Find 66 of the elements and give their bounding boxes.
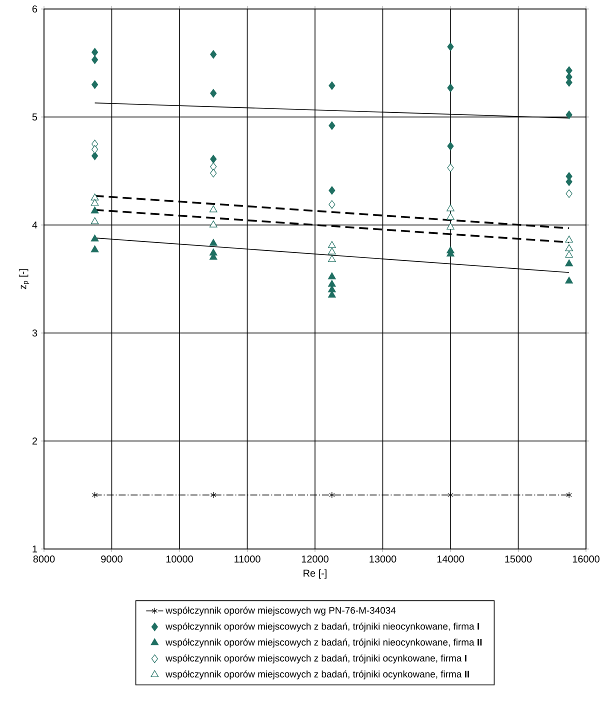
point — [447, 142, 454, 150]
point — [328, 248, 336, 254]
legend-label: współczynnik oporów miejscowych z badań, trójniki ocynkowane, firma I — [166, 654, 466, 664]
point — [565, 276, 573, 284]
point — [447, 42, 454, 52]
x-tick-label: 9000 — [101, 556, 122, 563]
point — [92, 55, 98, 64]
point — [566, 110, 572, 120]
legend-label: współczynnik oporów miejscowych z badań, trójniki ocynkowane, firma II — [166, 670, 469, 680]
point — [566, 66, 572, 75]
y-tick-label: 5 — [32, 114, 38, 120]
y-tick-label: 3 — [32, 329, 38, 337]
y-tick-label: 2 — [32, 438, 37, 444]
y-axis-title: z$_{p}$ [-] — [18, 269, 30, 290]
point — [92, 145, 98, 154]
x-tick-label: 16000 — [572, 556, 600, 563]
x-tick-label: 13000 — [370, 556, 396, 563]
point — [90, 194, 99, 200]
y-tick-label: 4 — [32, 222, 38, 228]
point — [446, 222, 454, 230]
point — [565, 236, 573, 243]
point — [90, 245, 99, 252]
point — [446, 204, 454, 212]
point — [565, 244, 573, 252]
point — [92, 152, 98, 160]
point — [328, 272, 336, 280]
point — [447, 84, 454, 92]
point — [566, 189, 572, 198]
point — [210, 162, 217, 171]
point — [210, 154, 217, 164]
y-tick-label: 1 — [32, 546, 38, 552]
point — [328, 81, 336, 90]
point — [209, 205, 218, 212]
legend-label: współczynnik oporów miejscowych z badań, trójniki nieocynkowane, firma II — [166, 638, 482, 648]
point — [328, 290, 336, 298]
point — [210, 88, 217, 98]
y-tick-label: 6 — [32, 5, 38, 13]
point — [328, 121, 336, 130]
point — [90, 217, 99, 224]
point — [328, 241, 336, 248]
point — [90, 234, 99, 242]
point — [446, 212, 454, 220]
point — [565, 259, 573, 266]
point — [210, 168, 217, 178]
x-tick-label: 15000 — [505, 556, 532, 563]
point — [210, 50, 217, 59]
x-axis-title: Re [-] — [304, 569, 326, 579]
x-tick-label: 10000 — [166, 556, 193, 563]
point — [90, 206, 99, 214]
point — [447, 163, 454, 172]
point — [92, 80, 98, 89]
point — [328, 200, 336, 209]
x-tick-label: 14000 — [437, 556, 464, 563]
point — [328, 255, 336, 262]
x-tick-label: 12000 — [302, 556, 328, 563]
legend-label: współczynnik oporów miejscowych wg PN-76-M-34034 — [166, 606, 396, 616]
x-tick-label: 8000 — [33, 556, 55, 563]
point — [328, 186, 336, 195]
point — [90, 198, 99, 206]
point — [209, 238, 218, 246]
point — [209, 220, 218, 228]
point — [328, 280, 336, 287]
point — [565, 250, 573, 258]
x-tick-label: 11000 — [234, 556, 260, 563]
point — [92, 48, 98, 56]
legend-label: współczynnik oporów miejscowych z badań, trójniki nieocynkowane, firma I — [166, 622, 479, 632]
